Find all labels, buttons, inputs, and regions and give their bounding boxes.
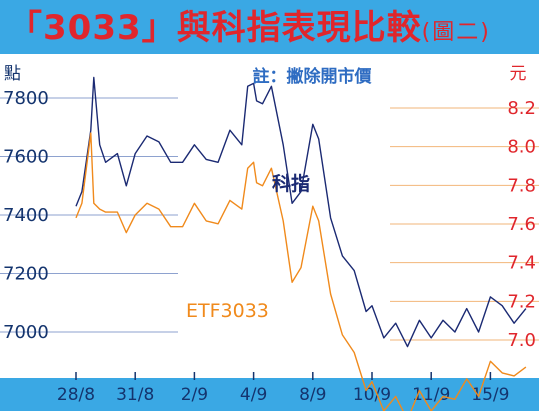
x-tick-label: 4/9	[240, 385, 267, 405]
x-tick-label: 2/9	[181, 385, 208, 405]
left-tick-label: 7000	[3, 322, 49, 343]
right-tick-label: 7.4	[507, 253, 536, 274]
chart-subtitle: (圖二)	[421, 20, 491, 45]
left-axis-unit: 點	[4, 64, 21, 84]
left-tick-label: 7600	[3, 147, 49, 168]
x-tick-label: 8/9	[299, 385, 326, 405]
right-tick-label: 7.2	[507, 291, 536, 312]
chart-title-main: 「3033」與科指表現比較	[8, 8, 422, 48]
right-tick-label: 8.2	[507, 98, 536, 119]
series-line-etf	[75, 132, 527, 411]
x-axis-bar	[0, 378, 539, 411]
series-line-index	[75, 76, 527, 348]
chart-note: 註：撇除開市價	[253, 66, 373, 87]
right-tick-label: 7.8	[507, 175, 536, 196]
line-layer	[75, 76, 527, 411]
grid-layer	[0, 97, 539, 341]
right-tick-label: 8.0	[507, 137, 536, 158]
x-tick-label: 28/8	[57, 385, 95, 405]
title-bar: 「3033」與科指表現比較(圖二)	[0, 0, 539, 54]
left-tick-label: 7400	[3, 205, 49, 226]
right-axis-unit: 元	[510, 64, 527, 84]
x-tick-label: 10/9	[353, 385, 391, 405]
annotation-etf: ETF3033	[186, 300, 269, 322]
annotation-index: 科指	[272, 172, 310, 195]
left-tick-label: 7200	[3, 264, 49, 285]
chart-title: 「3033」與科指表現比較(圖二)	[8, 8, 491, 53]
right-tick-label: 7.6	[507, 214, 536, 235]
right-tick-label: 7.0	[507, 330, 536, 351]
left-tick-label: 7800	[3, 88, 49, 109]
x-tick-label: 31/8	[116, 385, 154, 405]
tick-layer: 7800 7600 7400 7200 7000 8.2 8.0 7.8 7.6 7.4 7.2 7.…	[3, 88, 536, 405]
